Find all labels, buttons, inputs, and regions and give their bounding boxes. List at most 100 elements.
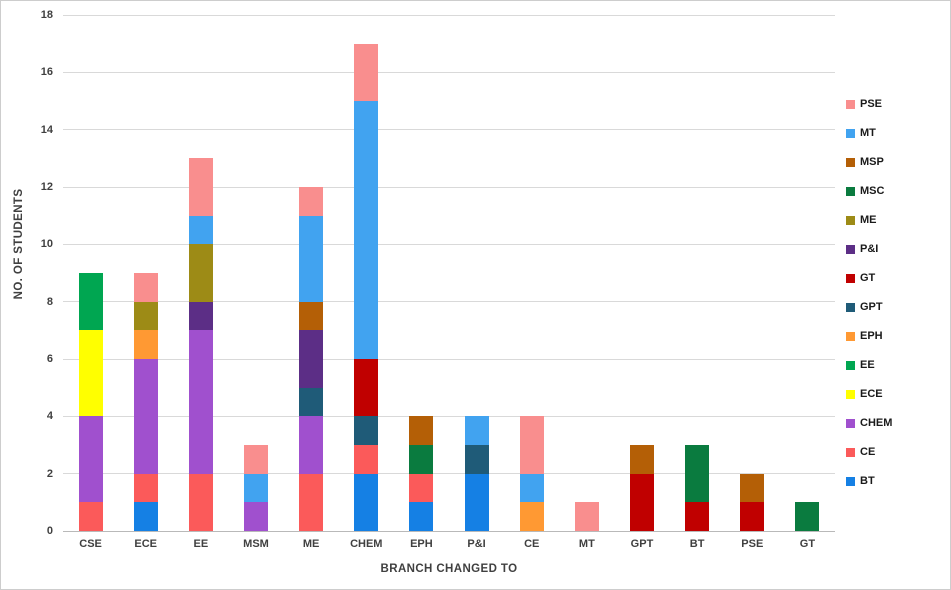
- gridline: [63, 243, 835, 245]
- bar-segment-P&I-EE: [188, 301, 213, 331]
- x-tick-label: MT: [578, 538, 595, 550]
- bar-segment-GPT-CHEM: [354, 416, 379, 445]
- bar-segment-CE-ECE: [133, 473, 158, 503]
- bar-segment-CHEM-MSM: [244, 502, 268, 531]
- bar-segment-GT-GPT: [630, 473, 654, 531]
- y-tick-label: 10: [40, 238, 53, 251]
- legend-label: ECE: [860, 388, 883, 400]
- gridline: [63, 415, 835, 417]
- legend-label: CHEM: [860, 417, 893, 429]
- legend-item-GT: GT: [846, 269, 892, 287]
- bar-segment-GT-PSE: [740, 502, 765, 531]
- x-tick-label: BT: [689, 538, 705, 550]
- gridline: [63, 71, 835, 73]
- bar-segment-PSE-ME: [299, 187, 324, 216]
- bar-segment-ME-EE: [188, 244, 213, 302]
- gridline: [63, 473, 835, 475]
- x-tick-label: PSE: [741, 538, 764, 550]
- legend-label: BT: [860, 475, 875, 487]
- x-tick-label: CHEM: [350, 538, 383, 550]
- legend-swatch-icon: [846, 418, 855, 428]
- bar-segment-CHEM-CSE: [78, 416, 103, 503]
- bar-segment-ECE-CSE: [78, 330, 103, 417]
- bar-segment-MSP-PSE: [740, 473, 765, 503]
- gridline: [63, 186, 835, 188]
- bar-segment-EPH-ECE: [133, 330, 158, 359]
- bar-segment-PSE-MSM: [244, 445, 268, 474]
- legend-label: CE: [860, 446, 876, 458]
- bar-segment-CE-ME: [299, 473, 324, 531]
- y-tick-label: 12: [40, 181, 53, 193]
- gridline: [63, 129, 835, 131]
- legend-swatch-icon: [846, 186, 855, 196]
- legend-label: PSE: [860, 98, 883, 110]
- x-tick-label: ME: [302, 538, 320, 550]
- legend-item-P&I: P&I: [846, 240, 892, 258]
- bar-segment-PSE-ECE: [133, 273, 158, 302]
- bar-segment-MSC-BT: [685, 445, 710, 503]
- bar-segment-CHEM-EE: [188, 330, 213, 474]
- legend-swatch-icon: [846, 157, 855, 167]
- bar-segment-BT-CHEM: [354, 473, 379, 531]
- legend-item-CE: CE: [846, 443, 892, 461]
- y-tick-label: 14: [40, 123, 53, 136]
- bar-segment-MT-CE: [519, 473, 544, 503]
- x-tick-label: CSE: [79, 538, 102, 550]
- bar-segment-CE-CHEM: [354, 445, 379, 474]
- legend-label: GPT: [860, 301, 883, 313]
- bar-segment-MSP-EPH: [409, 416, 434, 445]
- bar-segment-MT-EE: [188, 215, 213, 245]
- legend-label: P&I: [860, 243, 879, 255]
- legend-label: EPH: [860, 330, 883, 342]
- x-tick-label: P&I: [467, 538, 486, 550]
- legend-item-MSC: MSC: [846, 182, 892, 200]
- bar-segment-CE-EPH: [409, 473, 434, 503]
- legend-label: EE: [860, 359, 875, 371]
- bar-segment-MSP-GPT: [630, 445, 654, 474]
- legend-swatch-icon: [846, 244, 855, 254]
- bar-segment-CE-EE: [188, 473, 213, 531]
- x-tick-label: GPT: [630, 538, 654, 550]
- legend-item-EE: EE: [846, 356, 892, 374]
- bar-segment-GPT-ME: [299, 387, 324, 417]
- bar-segment-MT-MSM: [244, 473, 268, 503]
- bar-segment-CHEM-ME: [299, 416, 324, 474]
- legend-label: MSC: [860, 185, 885, 197]
- bar-segment-CHEM-ECE: [133, 359, 158, 474]
- bar-segment-MSC-GT: [795, 502, 820, 531]
- bar-segment-MT-ME: [299, 215, 324, 302]
- legend-swatch-icon: [846, 476, 855, 486]
- bar-segment-MT-P&I: [464, 416, 489, 445]
- x-tick-label: EE: [193, 538, 209, 550]
- x-tick-label: EPH: [410, 538, 433, 550]
- y-tick-label: 16: [40, 66, 53, 79]
- x-tick-label: ECE: [134, 538, 158, 550]
- bar-segment-PSE-EE: [188, 158, 213, 216]
- bar-segment-MSC-EPH: [409, 445, 434, 474]
- y-tick-label: 0: [46, 525, 53, 537]
- legend-label: ME: [860, 214, 877, 226]
- legend-swatch-icon: [846, 302, 855, 312]
- legend-swatch-icon: [846, 389, 855, 399]
- legend-label: GT: [860, 272, 876, 284]
- gridline: [63, 530, 835, 532]
- legend-swatch-icon: [846, 128, 855, 138]
- bar-segment-PSE-MT: [574, 502, 599, 531]
- legend-swatch-icon: [846, 273, 855, 283]
- legend-label: MSP: [860, 156, 884, 168]
- bar-segment-BT-EPH: [409, 502, 434, 531]
- bar-segment-BT-P&I: [464, 473, 489, 531]
- bar-segment-EE-CSE: [78, 273, 103, 331]
- y-tick-label: 8: [46, 295, 53, 308]
- gridline: [63, 301, 835, 303]
- legend-item-MSP: MSP: [846, 153, 892, 171]
- bar-segment-MT-CHEM: [354, 101, 379, 359]
- gridline: [63, 358, 835, 360]
- legend-item-ECE: ECE: [846, 385, 892, 403]
- plot-area: [63, 14, 835, 532]
- x-tick-label: CE: [524, 538, 540, 550]
- legend-item-PSE: PSE: [846, 95, 892, 113]
- gridline: [63, 14, 835, 16]
- bar-segment-GPT-P&I: [464, 445, 489, 474]
